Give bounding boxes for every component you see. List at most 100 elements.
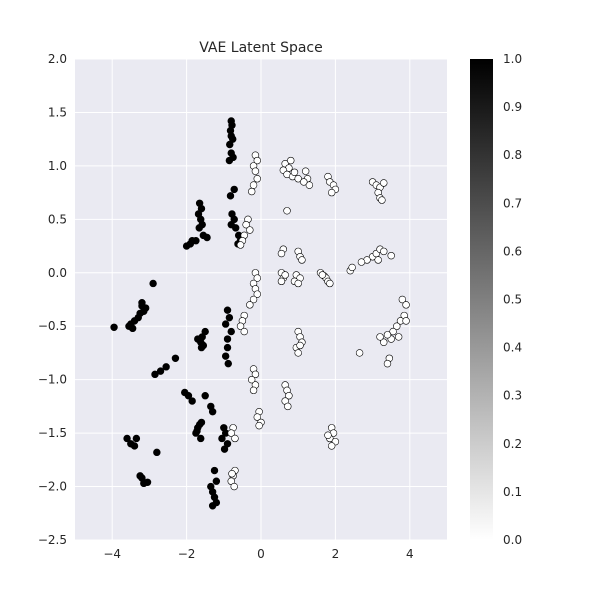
scatter-point bbox=[208, 408, 217, 416]
scatter-point bbox=[389, 327, 397, 336]
x-tick-label: 0 bbox=[257, 547, 265, 561]
scatter-point bbox=[402, 317, 410, 325]
scatter-point bbox=[224, 359, 232, 368]
y-axis-ticks: 2.0 1.5 1.0 0.5 0.0 −0.5 −1.0 −1.5 −2.0 −2.5 bbox=[38, 52, 67, 547]
scatter-point bbox=[249, 386, 258, 395]
scatter-point bbox=[248, 187, 256, 196]
y-tick-label: −1.0 bbox=[38, 373, 67, 387]
scatter-point bbox=[348, 263, 356, 272]
scatter-point bbox=[327, 188, 336, 197]
scatter-point bbox=[186, 240, 195, 248]
colorbar-tick-label: 0.9 bbox=[503, 100, 522, 114]
scatter-point bbox=[207, 482, 215, 491]
scatter-point bbox=[201, 392, 209, 400]
scatter-point bbox=[195, 224, 203, 232]
scatter-point bbox=[357, 258, 366, 266]
scatter-point bbox=[246, 301, 254, 309]
scatter-point bbox=[383, 359, 392, 368]
scatter-point bbox=[210, 466, 219, 475]
scatter-point bbox=[221, 352, 230, 360]
scatter-point bbox=[197, 343, 206, 352]
y-tick-label: −0.5 bbox=[38, 319, 67, 333]
x-tick-label: 4 bbox=[406, 547, 414, 561]
scatter-point bbox=[248, 375, 256, 384]
scatter-point bbox=[394, 333, 403, 341]
scatter-point bbox=[255, 421, 263, 430]
scatter-point bbox=[294, 175, 302, 183]
scatter-point bbox=[253, 290, 261, 298]
colorbar bbox=[470, 59, 493, 540]
scatter-point bbox=[298, 256, 306, 264]
chart-title: VAE Latent Space bbox=[199, 40, 323, 56]
scatter-point bbox=[240, 327, 248, 336]
y-tick-label: 0.5 bbox=[48, 212, 67, 226]
scatter-point bbox=[376, 333, 384, 341]
scatter-point bbox=[228, 470, 236, 478]
scatter-point bbox=[193, 427, 201, 435]
y-tick-label: 2.0 bbox=[48, 52, 67, 66]
y-tick-label: −2.5 bbox=[38, 533, 67, 547]
colorbar-tick-label: 1.0 bbox=[503, 52, 522, 66]
scatter-point bbox=[380, 179, 388, 187]
scatter-point bbox=[378, 196, 386, 204]
scatter-point bbox=[232, 224, 240, 232]
scatter-point bbox=[197, 418, 206, 427]
scatter-point bbox=[230, 482, 238, 491]
scatter-point bbox=[251, 370, 260, 379]
scatter-point bbox=[253, 175, 261, 183]
scatter-point bbox=[236, 322, 245, 330]
scatter-point bbox=[277, 249, 286, 258]
scatter-point bbox=[194, 335, 202, 343]
scatter-point bbox=[285, 392, 293, 400]
grid-lines bbox=[75, 58, 447, 541]
x-tick-label: −2 bbox=[178, 547, 196, 561]
scatter-point bbox=[218, 434, 226, 443]
colorbar-tick-label: 0.8 bbox=[503, 148, 522, 162]
y-tick-label: −2.0 bbox=[38, 480, 67, 494]
scatter-point bbox=[301, 167, 310, 175]
scatter-point bbox=[294, 279, 302, 288]
scatter-point bbox=[110, 323, 118, 331]
scatter-point bbox=[138, 302, 146, 310]
scatter-points bbox=[110, 117, 410, 510]
scatter-point bbox=[277, 277, 286, 286]
y-tick-label: −1.5 bbox=[38, 426, 67, 440]
scatter-point bbox=[374, 256, 382, 264]
scatter-point bbox=[188, 397, 196, 405]
scatter-point bbox=[220, 445, 229, 453]
scatter-point bbox=[327, 442, 336, 450]
colorbar-tick-label: 0.0 bbox=[503, 533, 522, 547]
scatter-point bbox=[402, 301, 410, 309]
colorbar-tick-label: 0.6 bbox=[503, 244, 522, 258]
scatter-point bbox=[171, 354, 180, 362]
scatter-point bbox=[225, 156, 234, 165]
scatter-point bbox=[300, 178, 308, 186]
scatter-point bbox=[162, 363, 170, 371]
colorbar-tick-label: 0.2 bbox=[503, 437, 522, 451]
scatter-point bbox=[281, 271, 289, 279]
colorbar-tick-label: 0.4 bbox=[503, 341, 522, 355]
scatter-point bbox=[249, 181, 258, 189]
scatter-point bbox=[253, 413, 261, 421]
scatter-point bbox=[132, 434, 141, 443]
scatter-point bbox=[130, 442, 139, 450]
scatter-point bbox=[223, 343, 232, 352]
scatter-point bbox=[355, 349, 364, 357]
colorbar-ticks: 1.0 0.9 0.8 0.7 0.6 0.5 0.4 0.3 0.2 0.1 0.0 bbox=[503, 52, 522, 547]
scatter-point bbox=[380, 247, 388, 256]
scatter-point bbox=[318, 271, 327, 279]
colorbar-tick-label: 0.1 bbox=[503, 485, 522, 499]
scatter-point bbox=[380, 338, 388, 346]
scatter-point bbox=[294, 349, 302, 357]
scatter-point bbox=[212, 498, 221, 507]
scatter-point bbox=[221, 320, 230, 328]
x-tick-label: 2 bbox=[332, 547, 340, 561]
y-tick-label: 0.0 bbox=[48, 266, 67, 280]
scatter-point bbox=[184, 392, 193, 400]
scatter-point bbox=[226, 140, 234, 149]
scatter-point bbox=[236, 241, 245, 249]
colorbar-tick-label: 0.5 bbox=[503, 293, 522, 307]
scatter-point bbox=[227, 429, 235, 437]
scatter-point bbox=[153, 448, 161, 457]
